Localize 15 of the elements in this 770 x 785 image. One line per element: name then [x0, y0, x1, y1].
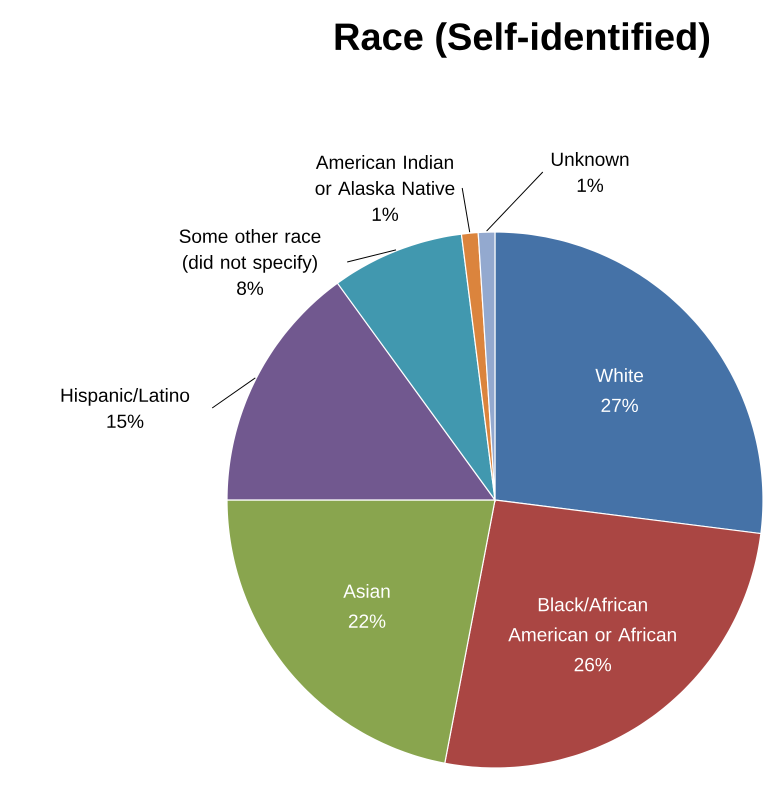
data-label: 27%: [602, 398, 638, 412]
slice-label: White: [595, 368, 644, 382]
data-label: 22%: [348, 614, 386, 628]
chart-title: Race (Self-identified): [336, 22, 710, 58]
slice-label: Unknown: [552, 152, 628, 166]
data-label: 15%: [107, 414, 144, 428]
data-label: 26%: [574, 658, 612, 672]
data-label: 1%: [372, 208, 398, 221]
slice-label: Asian: [343, 584, 390, 598]
slice-label: Black/African American or African: [508, 597, 676, 642]
data-label: 8%: [237, 282, 264, 295]
data-label: 1%: [578, 178, 604, 192]
slice-label: Some other race (did not specify): [180, 229, 320, 273]
slice-label: American Indian or Alaska Native: [316, 155, 454, 196]
slice-label: Hispanic/Latino: [62, 388, 190, 406]
